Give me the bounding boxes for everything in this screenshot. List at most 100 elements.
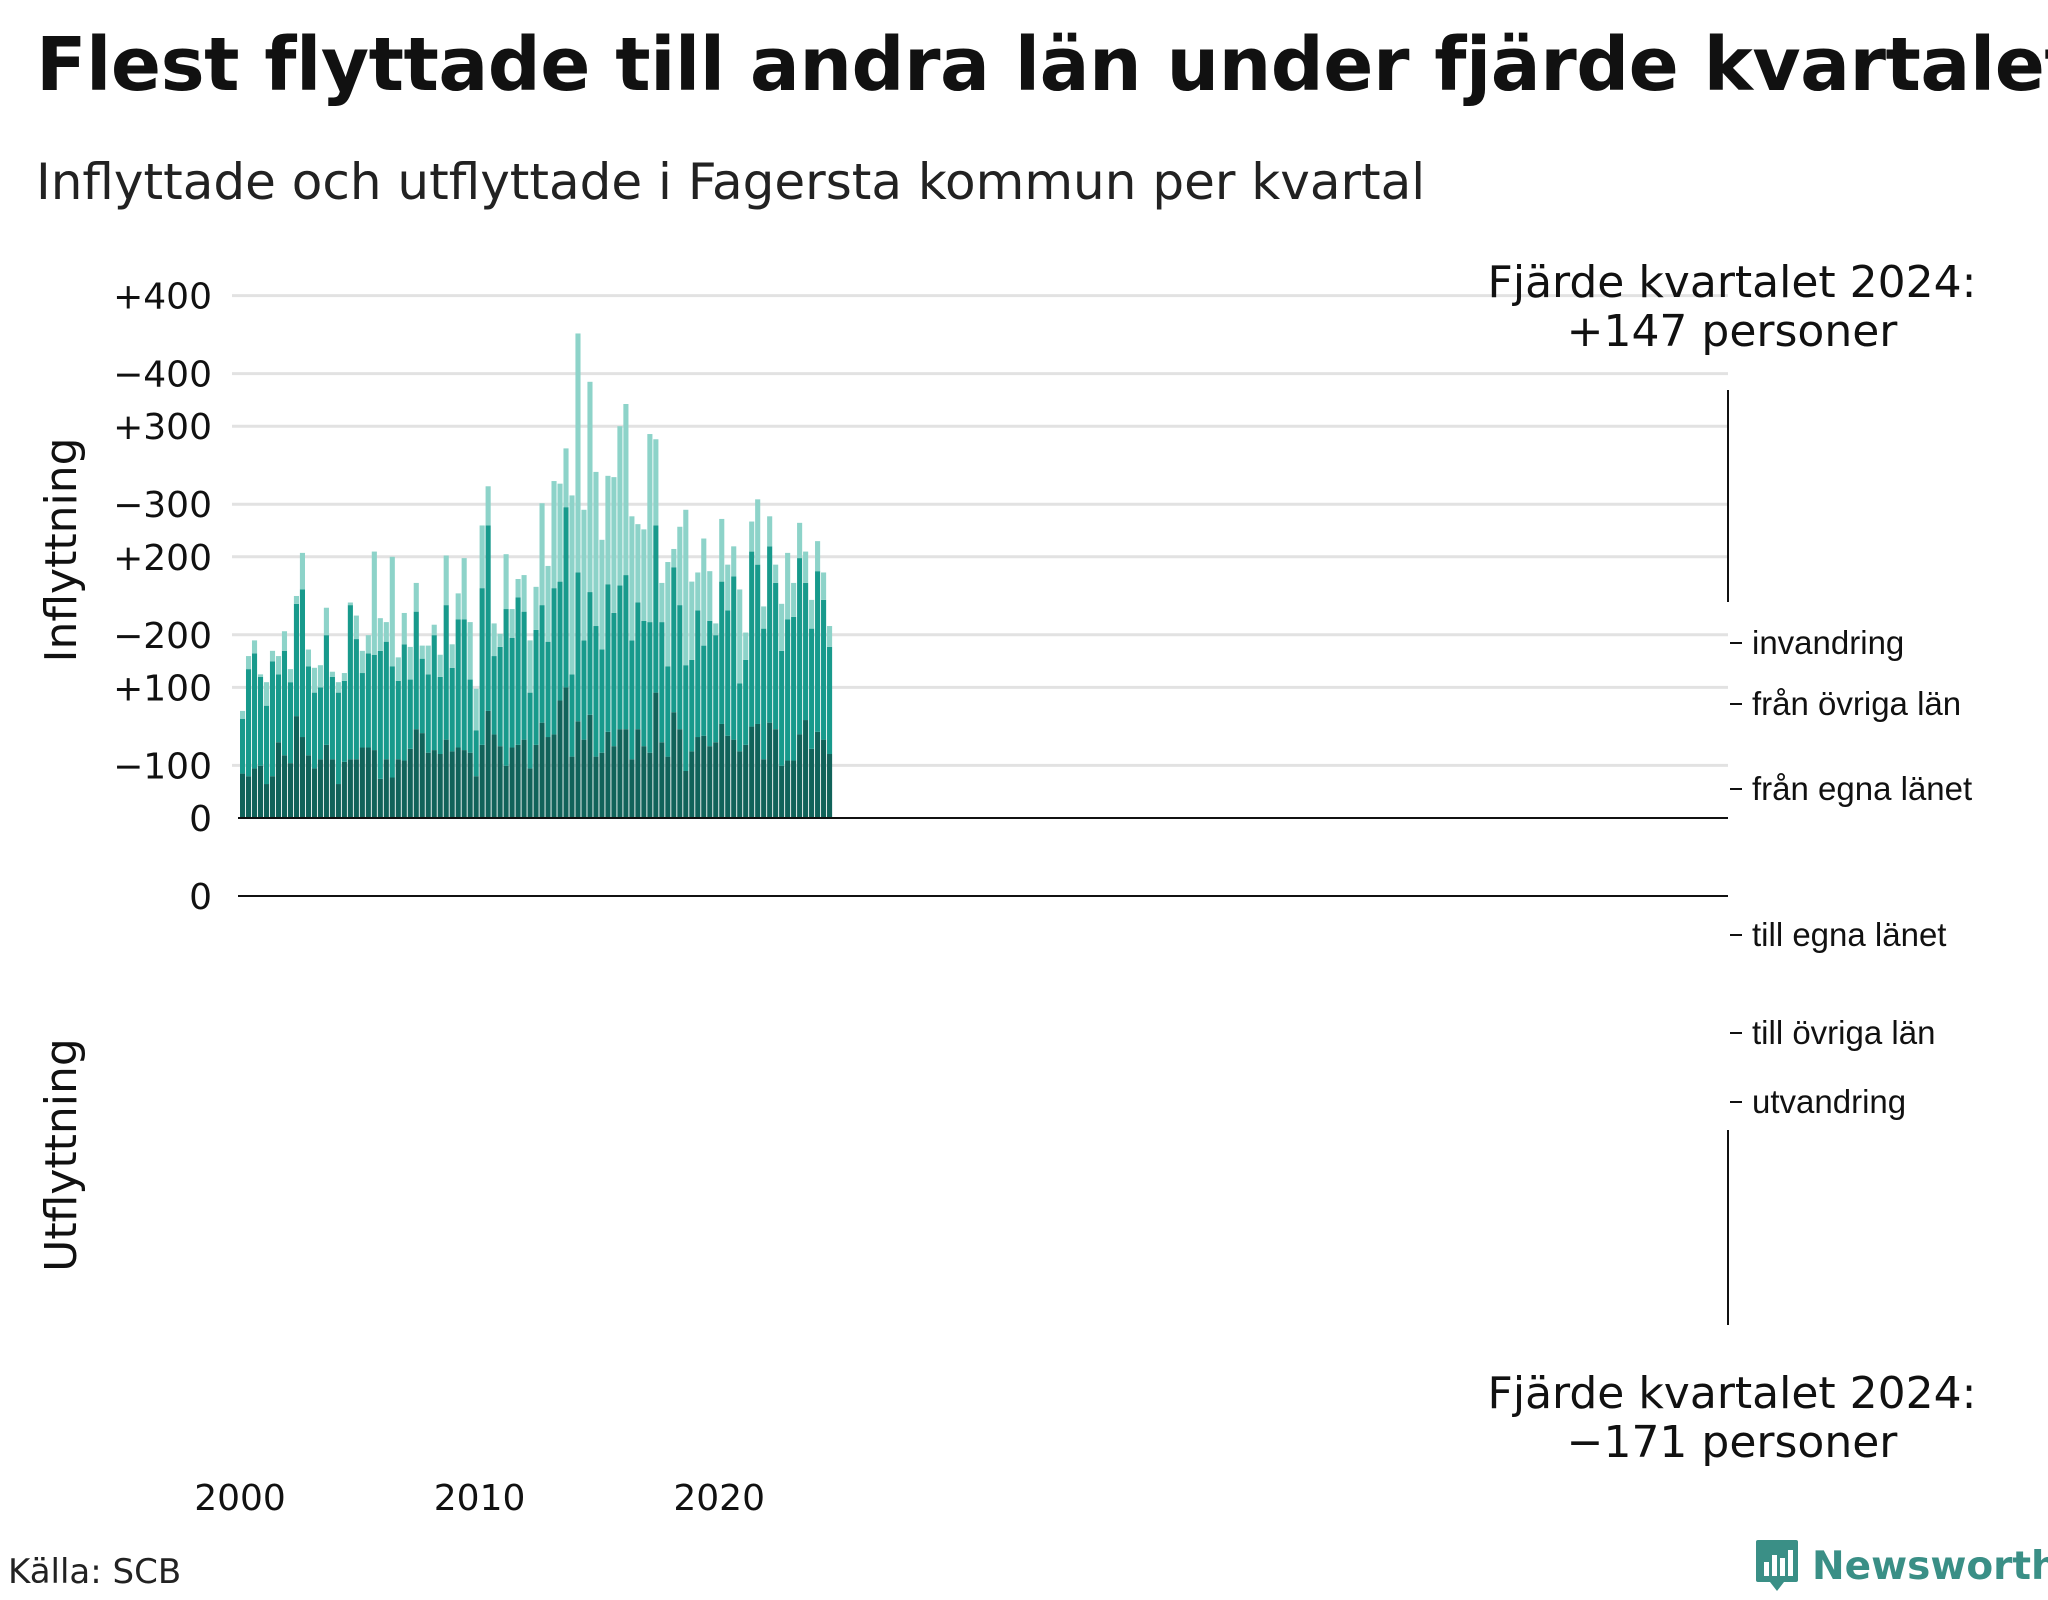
bar-in-egna bbox=[545, 737, 551, 818]
y-tick-label-in: 0 bbox=[189, 799, 212, 840]
y-axis-title-utflyttning: Utflyttning bbox=[36, 1038, 87, 1272]
bar-in-egna bbox=[581, 739, 587, 818]
bar-in-ovriga bbox=[461, 619, 467, 751]
bar-in-egna bbox=[635, 729, 641, 818]
bar-in-invandring bbox=[533, 586, 539, 630]
bar-in-ovriga bbox=[240, 718, 246, 774]
bar-in-ovriga bbox=[245, 669, 252, 777]
bar-in-invandring bbox=[341, 673, 347, 681]
bar-in-invandring bbox=[413, 582, 419, 612]
bar-in-egna bbox=[689, 751, 695, 818]
x-tick-label: 2020 bbox=[673, 1478, 765, 1519]
bar-in-ovriga bbox=[773, 582, 779, 730]
bar-in-ovriga bbox=[551, 588, 557, 735]
bar-in-egna bbox=[827, 754, 833, 818]
bar-in-ovriga bbox=[299, 589, 305, 738]
y-tick-label-in: +200 bbox=[113, 538, 212, 579]
bar-in-invandring bbox=[557, 483, 563, 582]
bar-in-ovriga bbox=[545, 641, 551, 738]
bar-in-invandring bbox=[263, 682, 270, 706]
bar-in-invandring bbox=[581, 509, 587, 641]
bar-in-egna bbox=[299, 737, 305, 818]
bar-in-egna bbox=[263, 784, 270, 818]
bar-in-ovriga bbox=[677, 605, 683, 730]
bar-in-egna bbox=[395, 759, 401, 818]
bar-in-invandring bbox=[431, 624, 437, 636]
bar-in-invandring bbox=[371, 551, 377, 655]
bar-in-egna bbox=[641, 746, 647, 818]
bar-in-ovriga bbox=[785, 619, 791, 761]
bar-in-egna bbox=[240, 773, 246, 818]
bar-in-ovriga bbox=[293, 603, 300, 717]
bar-in-ovriga bbox=[575, 572, 581, 722]
bar-in-invandring bbox=[737, 589, 743, 684]
bar-in-egna bbox=[587, 714, 593, 818]
bar-in-egna bbox=[359, 747, 365, 818]
bar-in-egna bbox=[377, 778, 383, 818]
bar-in-ovriga bbox=[557, 581, 563, 701]
bar-in-egna bbox=[269, 776, 276, 818]
bar-in-ovriga bbox=[365, 653, 371, 748]
bar-in-invandring bbox=[329, 671, 335, 677]
bar-in-invandring bbox=[593, 471, 599, 627]
bar-in-ovriga bbox=[641, 620, 647, 747]
bar-in-egna bbox=[617, 729, 623, 818]
bar-in-ovriga bbox=[623, 575, 629, 730]
bar-in-ovriga bbox=[305, 666, 311, 756]
bar-in-invandring bbox=[587, 381, 593, 593]
bar-in-egna bbox=[749, 726, 755, 818]
bar-in-invandring bbox=[461, 558, 467, 620]
bar-in-invandring bbox=[725, 564, 731, 611]
bar-in-invandring bbox=[269, 650, 276, 662]
bar-in-egna bbox=[791, 760, 797, 818]
bar-in-invandring bbox=[551, 481, 557, 589]
bar-in-ovriga bbox=[797, 558, 803, 735]
bar-in-ovriga bbox=[419, 658, 425, 734]
bar-in-invandring bbox=[365, 635, 371, 654]
brand-logo: Newsworthy bbox=[1754, 1538, 2048, 1594]
bar-in-invandring bbox=[773, 564, 779, 583]
bar-in-ovriga bbox=[695, 610, 701, 738]
bar-in-egna bbox=[245, 776, 252, 818]
bar-in-invandring bbox=[377, 618, 383, 651]
bar-in-ovriga bbox=[311, 692, 317, 769]
bar-in-invandring bbox=[335, 682, 341, 693]
bar-in-invandring bbox=[401, 612, 407, 645]
bar-in-invandring bbox=[623, 404, 629, 576]
bar-in-egna bbox=[551, 734, 557, 818]
bar-in-egna bbox=[407, 748, 413, 818]
bar-in-ovriga bbox=[473, 730, 479, 777]
bar-in-egna bbox=[653, 692, 659, 818]
bar-in-ovriga bbox=[425, 674, 431, 753]
bar-in-egna bbox=[761, 759, 767, 818]
bar-in-egna bbox=[491, 734, 497, 818]
bar-in-egna bbox=[371, 750, 377, 818]
bar-in-invandring bbox=[347, 602, 353, 606]
bar-in-ovriga bbox=[359, 673, 365, 748]
bar-in-invandring bbox=[767, 516, 773, 547]
bar-in-ovriga bbox=[263, 705, 270, 785]
bar-in-ovriga bbox=[377, 650, 383, 779]
bar-in-invandring bbox=[743, 632, 749, 660]
bar-in-ovriga bbox=[353, 639, 359, 760]
bar-in-ovriga bbox=[323, 635, 329, 745]
bar-in-invandring bbox=[419, 645, 425, 659]
legend-label-invandring: invandring bbox=[1752, 624, 1904, 661]
bar-in-invandring bbox=[611, 477, 617, 613]
bar-in-egna bbox=[599, 752, 605, 818]
bar-in-egna bbox=[731, 739, 737, 818]
source-note: Källa: SCB bbox=[8, 1552, 182, 1592]
bar-in-invandring bbox=[791, 582, 797, 617]
bar-in-ovriga bbox=[671, 567, 677, 713]
legend-label-ovriga-out: till övriga län bbox=[1752, 1014, 1935, 1051]
bar-in-egna bbox=[389, 777, 395, 818]
bar-in-egna bbox=[527, 768, 533, 818]
bar-in-egna bbox=[815, 731, 821, 818]
bar-in-ovriga bbox=[719, 581, 725, 724]
bar-in-egna bbox=[449, 751, 455, 818]
bar-in-invandring bbox=[785, 552, 791, 620]
bar-in-egna bbox=[275, 742, 282, 818]
bar-in-egna bbox=[569, 756, 575, 818]
bar-in-egna bbox=[785, 760, 791, 818]
bar-in-egna bbox=[479, 744, 485, 818]
